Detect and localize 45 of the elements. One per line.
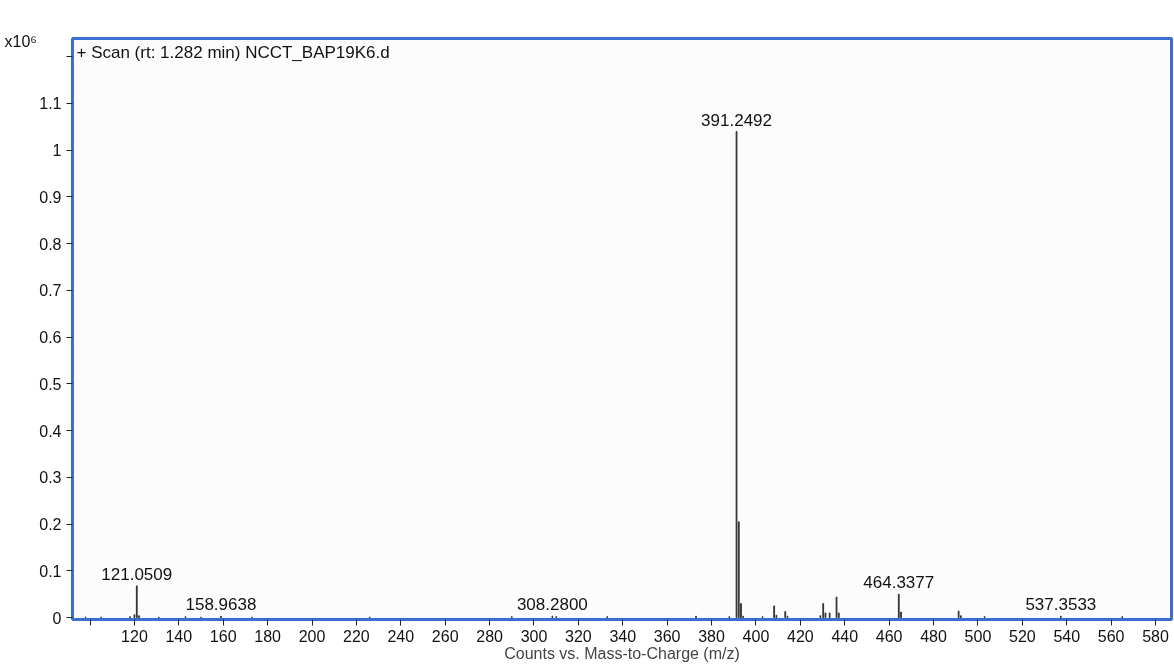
x-tick-label: 280 bbox=[476, 627, 504, 645]
x-tick-label: 240 bbox=[387, 627, 415, 645]
y-tick-label: 0.6 bbox=[39, 329, 62, 347]
y-tick-label: 0.9 bbox=[39, 188, 62, 206]
x-tick-label: 360 bbox=[653, 627, 681, 645]
annotation: 121.0509 bbox=[101, 564, 173, 584]
x-tick-label: 400 bbox=[742, 627, 770, 645]
annotation: 464.3377 bbox=[863, 573, 935, 593]
x-tick-label: 220 bbox=[343, 627, 370, 645]
chart-title: + Scan (rt: 1.282 min) NCCT_BAP19K6.d bbox=[76, 42, 390, 62]
x-tick-label: 260 bbox=[431, 627, 459, 645]
y-tick-label: 0.1 bbox=[39, 562, 62, 580]
annotation: 391.2492 bbox=[701, 110, 772, 130]
annotation: 158.9638 bbox=[185, 595, 257, 615]
y-tick-label: 0.7 bbox=[39, 282, 62, 300]
y-tick-label: 0.2 bbox=[39, 516, 62, 534]
y-tick-label: 0 bbox=[52, 609, 62, 627]
x-tick-label: 560 bbox=[1097, 627, 1125, 645]
x-tick-label: 440 bbox=[831, 627, 859, 645]
x-tick-label: 500 bbox=[964, 627, 992, 645]
x-tick-label: 160 bbox=[209, 627, 237, 645]
y-tick-label: 0.4 bbox=[39, 422, 62, 440]
x-tick-label: 380 bbox=[698, 627, 726, 645]
x-tick-label: 480 bbox=[920, 627, 947, 645]
y-axis-title: x10⁶ bbox=[4, 32, 37, 50]
y-tick-label: 1 bbox=[52, 142, 62, 160]
x-tick-label: 120 bbox=[121, 627, 148, 645]
x-tick-label: 340 bbox=[609, 627, 637, 645]
x-tick-label: 540 bbox=[1053, 627, 1081, 645]
x-tick-label: 580 bbox=[1142, 627, 1169, 645]
x-tick-label: 200 bbox=[298, 627, 326, 645]
x-tick-label: 300 bbox=[520, 627, 548, 645]
annotation: 308.2800 bbox=[516, 595, 588, 615]
x-tick-label: 420 bbox=[787, 627, 814, 645]
y-tick-label: 0.5 bbox=[39, 375, 62, 393]
x-tick-label: 460 bbox=[875, 627, 903, 645]
x-tick-label: 180 bbox=[254, 627, 282, 645]
x-tick-label: 520 bbox=[1008, 627, 1036, 645]
x-axis-title: Counts vs. Mass-to-Charge (m/z) bbox=[504, 644, 740, 662]
annotation: 537.3533 bbox=[1025, 595, 1097, 615]
y-tick-label: 0.8 bbox=[39, 235, 62, 253]
x-tick-label: 140 bbox=[165, 627, 193, 645]
x-tick-label: 320 bbox=[565, 627, 592, 645]
y-tick-label: 0.3 bbox=[39, 469, 62, 487]
y-tick-label: 1.1 bbox=[39, 95, 62, 113]
